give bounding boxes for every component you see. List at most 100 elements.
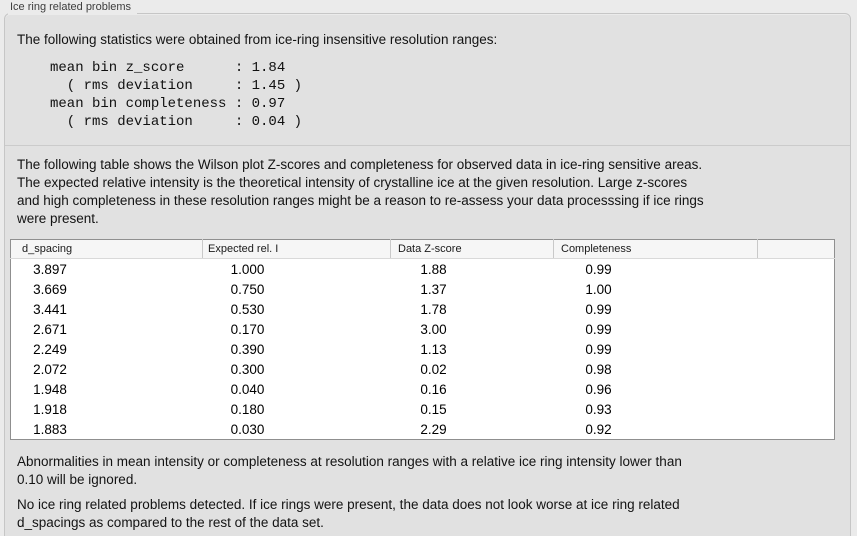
cell-value: 1.948 xyxy=(33,381,67,397)
conclusion-text: No ice ring related problems detected. I… xyxy=(17,497,680,530)
cell-d-spacing: 1.918 xyxy=(11,399,203,419)
cell-data-z-score: 0.16 xyxy=(391,379,554,399)
cell-d-spacing: 3.897 xyxy=(11,259,203,280)
cell-value: 3.441 xyxy=(33,301,67,317)
cell-expected-rel-i: 0.750 xyxy=(203,279,391,299)
cell-value: 2.072 xyxy=(33,361,67,377)
column-header-expected-rel-i: Expected rel. I xyxy=(202,239,391,259)
cell-spacer xyxy=(758,299,835,319)
cell-expected-rel-i: 0.030 xyxy=(203,419,391,440)
cell-value: 0.300 xyxy=(230,361,265,377)
cell-d-spacing: 1.948 xyxy=(11,379,203,399)
cell-d-spacing: 1.883 xyxy=(11,419,203,440)
table-description: The following table shows the Wilson plo… xyxy=(17,157,704,226)
column-header-label: Expected rel. I xyxy=(208,243,279,255)
cell-data-z-score: 1.88 xyxy=(391,259,554,280)
cell-data-z-score: 0.15 xyxy=(391,399,554,419)
table-row[interactable]: 1.918 0.180 0.15 0.93 xyxy=(11,399,835,419)
table-row[interactable]: 3.441 0.530 1.78 0.99 xyxy=(11,299,835,319)
column-header-data-z-score: Data Z-score xyxy=(390,239,554,259)
cell-completeness: 0.96 xyxy=(554,379,758,399)
cell-value: 1.000 xyxy=(230,261,265,277)
ice-ring-panel: The following statistics were obtained f… xyxy=(4,13,851,536)
cell-data-z-score: 1.78 xyxy=(391,299,554,319)
cell-value: 0.93 xyxy=(585,401,612,417)
cell-expected-rel-i: 0.300 xyxy=(203,359,391,379)
table-body: 3.897 1.000 1.88 0.99 3.669 0.750 1.37 1.00 3.44… xyxy=(11,259,835,440)
cell-d-spacing: 3.441 xyxy=(11,299,203,319)
cell-completeness: 0.93 xyxy=(554,399,758,419)
table-header-row: d_spacing Expected rel. I Data Z-score Comp… xyxy=(10,239,835,259)
table-row[interactable]: 3.669 0.750 1.37 1.00 xyxy=(11,279,835,299)
cell-spacer xyxy=(758,399,835,419)
cell-spacer xyxy=(758,359,835,379)
cell-value: 2.249 xyxy=(33,341,67,357)
cell-spacer xyxy=(758,379,835,399)
cell-completeness: 0.99 xyxy=(554,299,758,319)
cell-completeness: 0.99 xyxy=(554,339,758,359)
cell-value: 0.99 xyxy=(585,261,612,277)
cell-value: 0.180 xyxy=(230,401,265,417)
cell-completeness: 1.00 xyxy=(554,279,758,299)
cell-value: 0.170 xyxy=(230,321,265,337)
cell-value: 1.37 xyxy=(420,281,447,297)
cell-value: 2.29 xyxy=(420,421,447,437)
cell-value: 1.883 xyxy=(33,421,67,437)
stats-block: mean bin z_score : 1.84 ( rms deviation … xyxy=(50,60,303,130)
cell-value: 1.00 xyxy=(585,281,612,297)
table-row[interactable]: 3.897 1.000 1.88 0.99 xyxy=(11,259,835,280)
cell-spacer xyxy=(758,319,835,339)
cell-value: 0.15 xyxy=(420,401,447,417)
cell-value: 0.92 xyxy=(585,421,612,437)
cell-completeness: 0.99 xyxy=(554,319,758,339)
cell-value: 1.918 xyxy=(33,401,67,417)
cell-value: 1.13 xyxy=(420,341,447,357)
cell-d-spacing: 2.671 xyxy=(11,319,203,339)
cell-value: 0.99 xyxy=(585,301,612,317)
groupbox-title: Ice ring related problems xyxy=(8,1,138,15)
table-row[interactable]: 2.072 0.300 0.02 0.98 xyxy=(11,359,835,379)
column-header-completeness: Completeness xyxy=(553,239,758,259)
intro-text: The following statistics were obtained f… xyxy=(17,32,498,47)
column-header-spacer xyxy=(757,239,835,259)
cell-spacer xyxy=(758,259,835,280)
cell-data-z-score: 2.29 xyxy=(391,419,554,440)
column-header-label: Data Z-score xyxy=(398,243,462,255)
cell-value: 0.040 xyxy=(230,381,265,397)
cell-data-z-score: 1.37 xyxy=(391,279,554,299)
cell-d-spacing: 2.072 xyxy=(11,359,203,379)
cell-value: 0.96 xyxy=(585,381,612,397)
cell-expected-rel-i: 0.040 xyxy=(203,379,391,399)
table-row[interactable]: 1.883 0.030 2.29 0.92 xyxy=(11,419,835,440)
table-row[interactable]: 2.671 0.170 3.00 0.99 xyxy=(11,319,835,339)
table-row[interactable]: 2.249 0.390 1.13 0.99 xyxy=(11,339,835,359)
cell-value: 3.00 xyxy=(420,321,447,337)
table-row[interactable]: 1.948 0.040 0.16 0.96 xyxy=(11,379,835,399)
cell-value: 0.750 xyxy=(230,281,265,297)
cell-value: 3.669 xyxy=(33,281,67,297)
column-header-label: Completeness xyxy=(561,243,632,255)
cell-completeness: 0.98 xyxy=(554,359,758,379)
cell-value: 0.390 xyxy=(230,341,265,357)
cell-data-z-score: 1.13 xyxy=(391,339,554,359)
cell-value: 0.16 xyxy=(420,381,447,397)
section-divider xyxy=(5,145,850,146)
ignore-note: Abnormalities in mean intensity or compl… xyxy=(17,454,682,487)
cell-value: 0.99 xyxy=(585,321,612,337)
cell-completeness: 0.92 xyxy=(554,419,758,440)
ice-ring-table: d_spacing Expected rel. I Data Z-score Comp… xyxy=(10,239,835,440)
cell-value: 2.671 xyxy=(33,321,67,337)
cell-spacer xyxy=(758,279,835,299)
cell-value: 3.897 xyxy=(33,261,67,277)
cell-data-z-score: 3.00 xyxy=(391,319,554,339)
cell-expected-rel-i: 0.180 xyxy=(203,399,391,419)
cell-value: 1.88 xyxy=(420,261,447,277)
cell-value: 0.99 xyxy=(585,341,612,357)
cell-d-spacing: 3.669 xyxy=(11,279,203,299)
cell-completeness: 0.99 xyxy=(554,259,758,280)
cell-value: 0.530 xyxy=(230,301,265,317)
cell-spacer xyxy=(758,339,835,359)
cell-value: 0.98 xyxy=(585,361,612,377)
cell-data-z-score: 0.02 xyxy=(391,359,554,379)
